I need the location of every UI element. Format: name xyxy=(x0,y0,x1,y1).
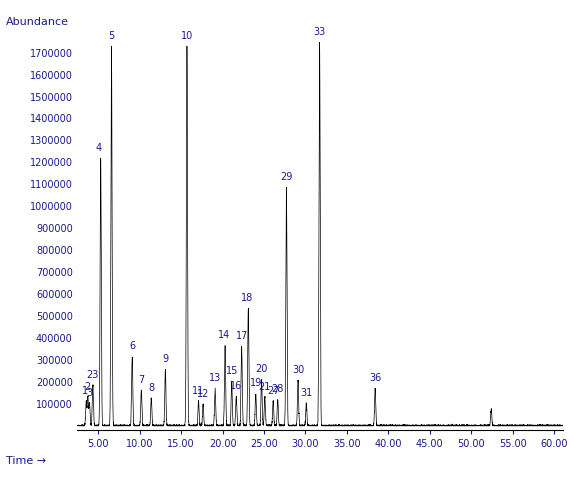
Text: 4: 4 xyxy=(95,142,101,152)
Text: 20: 20 xyxy=(255,364,267,374)
Text: 1: 1 xyxy=(82,386,88,396)
Text: 33: 33 xyxy=(313,27,325,37)
Text: 15: 15 xyxy=(226,367,238,376)
Text: 16: 16 xyxy=(230,380,242,391)
Text: 5: 5 xyxy=(108,31,115,41)
Text: Abundance: Abundance xyxy=(6,17,69,27)
Text: 18: 18 xyxy=(241,293,254,303)
Text: 19: 19 xyxy=(250,379,262,389)
Text: 6: 6 xyxy=(129,341,135,351)
Text: 12: 12 xyxy=(197,389,210,399)
Text: 28: 28 xyxy=(272,384,284,394)
Text: 14: 14 xyxy=(218,330,230,340)
Text: 30: 30 xyxy=(292,365,304,375)
Text: Time →: Time → xyxy=(6,456,46,466)
Text: 2: 2 xyxy=(85,382,91,392)
Text: 31: 31 xyxy=(300,388,312,398)
Text: 17: 17 xyxy=(235,331,248,341)
Text: 23: 23 xyxy=(87,369,99,380)
Text: 3: 3 xyxy=(87,388,92,398)
Text: 8: 8 xyxy=(148,383,154,393)
Text: 7: 7 xyxy=(138,375,145,385)
Text: 9: 9 xyxy=(162,354,168,364)
Text: 21: 21 xyxy=(259,382,271,392)
Text: 13: 13 xyxy=(209,373,221,383)
Text: 27: 27 xyxy=(267,386,280,396)
Text: 29: 29 xyxy=(280,172,293,182)
Text: 10: 10 xyxy=(181,31,193,41)
Text: 36: 36 xyxy=(369,373,381,383)
Text: 11: 11 xyxy=(192,386,205,396)
